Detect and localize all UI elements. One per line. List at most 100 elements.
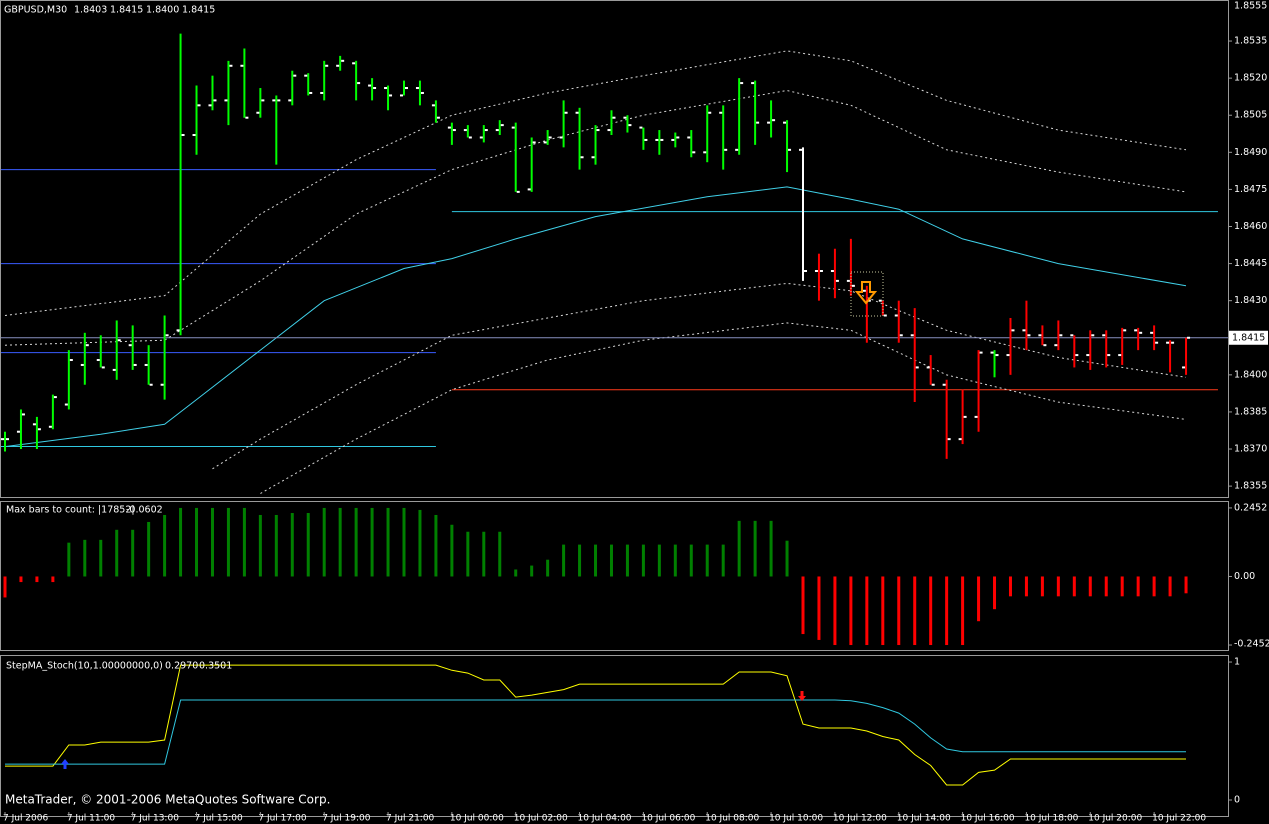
histogram-bar	[705, 544, 709, 577]
histogram-bar	[290, 513, 294, 577]
histogram-bar	[226, 507, 230, 577]
y-tick-label: 1.8445	[1234, 258, 1267, 269]
x-tick-label: 10 Jul 00:00	[450, 814, 504, 824]
histogram-bar	[210, 507, 214, 577]
stoch-line	[5, 664, 1186, 786]
header-close: 1.8415	[182, 5, 215, 16]
histogram-bar	[1040, 576, 1044, 597]
signal-box	[850, 271, 884, 317]
y-tick-label: 1.8370	[1234, 444, 1267, 455]
y-tick-label: 1.8490	[1234, 147, 1267, 158]
histogram-bar	[370, 507, 374, 577]
histogram-bar	[1152, 576, 1156, 597]
buy-signal	[61, 759, 69, 769]
layers	[1, 33, 1228, 786]
histogram-bar	[1072, 576, 1076, 597]
y-tick-label: 0.2452	[1234, 502, 1267, 513]
header-low: 1.8400	[146, 5, 179, 16]
histogram-bar	[881, 576, 885, 646]
histogram-bar	[530, 565, 534, 577]
y-tick-label: 0	[1234, 794, 1240, 805]
histogram-bar	[817, 576, 821, 640]
histogram-bar	[482, 531, 486, 577]
histogram-bar	[83, 539, 87, 577]
histogram-bar	[673, 544, 677, 577]
header-open: 1.8403	[74, 5, 107, 16]
histogram-bar	[322, 507, 326, 577]
x-tick-label: 10 Jul 10:00	[769, 814, 823, 824]
histogram-bar	[1024, 576, 1028, 597]
histogram-bar	[402, 507, 406, 577]
y-tick-label: 1.8475	[1234, 184, 1267, 195]
histogram-bar	[562, 544, 566, 577]
histogram-bar	[977, 576, 981, 622]
x-tick-label: 7 Jul 2006	[3, 814, 48, 824]
x-tick-label: 7 Jul 21:00	[386, 814, 435, 824]
histogram-bar	[1136, 576, 1140, 597]
histogram-bar	[1008, 576, 1012, 597]
histogram-bar	[1120, 576, 1124, 597]
histogram-bar	[594, 544, 598, 577]
histogram-bar	[769, 520, 773, 577]
histogram-bar	[578, 544, 582, 577]
x-tick-label: 10 Jul 20:00	[1088, 814, 1142, 824]
histogram-bar	[833, 576, 837, 646]
x-tick-label: 10 Jul 06:00	[641, 814, 695, 824]
histogram-bar	[3, 576, 7, 598]
y-tick-label: 1.8385	[1234, 406, 1267, 417]
y-tick-label: 1.8505	[1234, 110, 1267, 121]
histogram-bar	[514, 569, 518, 577]
histogram-bar	[625, 544, 629, 577]
histogram-bar	[434, 514, 438, 577]
x-tick-label: 10 Jul 16:00	[961, 814, 1015, 824]
histogram-bar	[945, 576, 949, 646]
x-tick-label: 10 Jul 18:00	[1024, 814, 1078, 824]
histogram-bar	[179, 507, 183, 577]
histogram-bar	[1104, 576, 1108, 597]
histogram-bar	[131, 529, 135, 577]
histogram-bar	[993, 576, 997, 610]
indicator-line	[4, 186, 1187, 448]
histogram-bar	[466, 531, 470, 577]
header-high: 1.8415	[110, 5, 143, 16]
histogram-bar	[849, 576, 853, 646]
x-tick-label: 7 Jul 15:00	[195, 814, 244, 824]
x-tick-label: 7 Jul 13:00	[131, 814, 180, 824]
price-panel-frame	[0, 0, 1229, 498]
histogram-bar	[1168, 576, 1172, 597]
histogram-bar	[641, 544, 645, 577]
histogram-bar	[498, 531, 502, 577]
y-tick-label: 1	[1234, 657, 1240, 668]
stoch-line	[5, 699, 1186, 765]
sell-arrow	[854, 281, 878, 305]
histogram-bar	[354, 507, 358, 577]
histogram-bar	[242, 507, 246, 577]
x-tick-label: 7 Jul 11:00	[67, 814, 116, 824]
histogram-bar	[99, 539, 103, 577]
histogram-bar	[450, 524, 454, 577]
x-tick-label: 10 Jul 04:00	[578, 814, 632, 824]
histogram-bar	[163, 514, 167, 577]
x-tick-label: 10 Jul 14:00	[897, 814, 951, 824]
histogram-bar	[609, 544, 613, 577]
price-box	[1229, 330, 1268, 345]
stoch-title: StepMA_Stoch(10,1.00000000,0)	[6, 661, 163, 672]
histogram-bar	[753, 520, 757, 577]
histogram-title: Max bars to count: |17852|	[6, 505, 135, 516]
y-tick-label: 0.00	[1234, 571, 1255, 582]
histogram-bar	[51, 576, 55, 583]
y-tick-label: 1.8555	[1234, 1, 1267, 12]
histogram-bar	[689, 544, 693, 577]
histogram-bar	[657, 544, 661, 577]
y-tick-label: 1.8520	[1234, 73, 1267, 84]
price-box-label: 1.8415	[1232, 332, 1265, 343]
histogram-current: -0.0602	[126, 505, 163, 516]
histogram-bar	[258, 514, 262, 577]
stoch-panel-frame	[0, 655, 1229, 817]
x-tick-label: 10 Jul 08:00	[705, 814, 759, 824]
histogram-bar	[306, 513, 310, 577]
x-tick-label: 10 Jul 22:00	[1152, 814, 1206, 824]
histogram-bar	[195, 507, 199, 577]
